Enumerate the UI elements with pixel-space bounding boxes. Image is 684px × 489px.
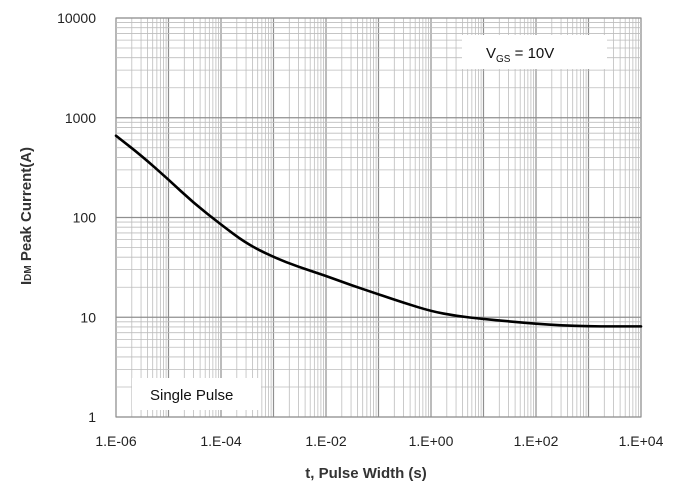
y-axis-title-subscript: DM xyxy=(23,265,34,281)
x-tick-label: 1.E-04 xyxy=(200,433,241,449)
y-tick-label: 100 xyxy=(73,210,97,226)
vgs-annotation-prefix: V xyxy=(486,45,496,62)
series-line xyxy=(114,134,643,328)
grid-layer xyxy=(115,17,642,418)
x-tick-label: 1.E-06 xyxy=(95,433,136,449)
y-axis-title-prefix: I xyxy=(18,281,35,285)
vgs-annotation-text: VGS = 10V xyxy=(486,45,554,65)
vgs-annotation: VGS = 10V xyxy=(462,35,607,69)
axis-layer: 1.E-06 1.E-04 1.E-02 1.E+00 1.E+02 1.E+04 1 10 1… xyxy=(18,10,664,482)
y-tick-label: 1000 xyxy=(65,110,96,126)
vgs-annotation-subscript: GS xyxy=(496,54,511,65)
y-tick-label: 10000 xyxy=(57,10,96,26)
annotation-layer: VGS = 10V Single Pulse xyxy=(132,35,607,410)
x-axis-title: t, Pulse Width (s) xyxy=(305,465,427,482)
single-pulse-box xyxy=(132,378,261,410)
x-tick-label: 1.E+00 xyxy=(409,433,454,449)
x-tick-label: 1.E-02 xyxy=(305,433,346,449)
y-axis-title-main: Peak Current(A) xyxy=(18,147,35,265)
y-tick-label: 1 xyxy=(88,409,96,425)
series-layer xyxy=(114,134,643,328)
single-pulse-annotation: Single Pulse xyxy=(132,378,261,410)
x-tick-label: 1.E+02 xyxy=(514,433,559,449)
y-tick-label: 10 xyxy=(80,309,96,325)
vgs-annotation-suffix: = 10V xyxy=(510,45,554,62)
y-axis-title: IDM Peak Current(A) xyxy=(18,147,35,285)
x-tick-label: 1.E+04 xyxy=(619,433,664,449)
vgs-annotation-box xyxy=(462,35,607,69)
single-pulse-text: Single Pulse xyxy=(150,387,233,404)
